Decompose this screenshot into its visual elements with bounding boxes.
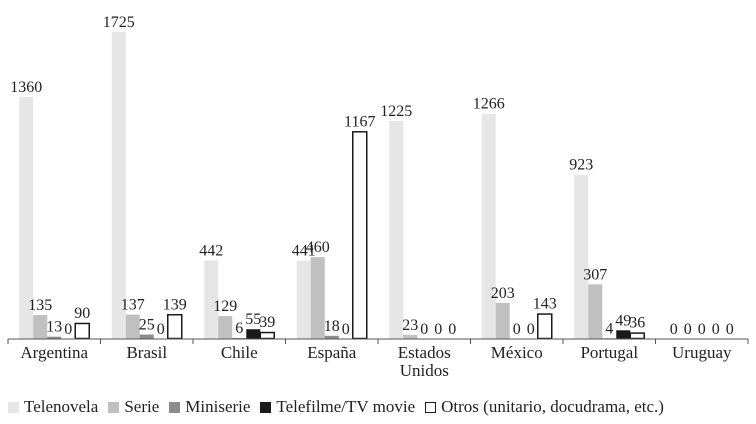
legend-label-telenovela: Telenovela (24, 397, 99, 416)
data-label: 1167 (344, 113, 375, 130)
data-label: 0 (684, 321, 692, 338)
data-label: 203 (491, 285, 515, 302)
data-label: 0 (420, 321, 428, 338)
legend-swatch-telenovela (8, 401, 19, 413)
bar (481, 113, 496, 339)
data-label: 18 (324, 318, 340, 335)
legend-label-telefilme: Telefilme/TV movie (276, 397, 416, 416)
data-label: 49 (615, 312, 631, 329)
data-label: 0 (670, 321, 678, 338)
bar (139, 334, 154, 339)
data-label: 0 (157, 321, 165, 338)
bar (125, 314, 140, 339)
data-label: 1225 (380, 103, 412, 120)
category-label: México (491, 343, 543, 362)
data-label: 0 (726, 321, 734, 338)
data-label: 1266 (473, 96, 505, 113)
data-label: 25 (139, 317, 155, 334)
bar (47, 336, 62, 339)
category-label: Uruguay (672, 343, 732, 362)
data-label: 0 (527, 321, 535, 338)
bar (74, 322, 90, 340)
legend: Telenovela Serie Miniserie Telefilme/TV … (8, 397, 674, 417)
x-axis-ticks (7, 339, 749, 344)
bar (310, 257, 325, 339)
data-label: 90 (74, 305, 90, 322)
bar (574, 174, 589, 339)
data-label: 23 (402, 317, 418, 334)
bar (629, 332, 645, 340)
bars-layer (19, 32, 645, 340)
bar (232, 337, 247, 339)
legend-swatch-telefilme (260, 401, 272, 413)
data-label: 0 (712, 321, 720, 338)
legend-item-telenovela: Telenovela (8, 397, 98, 417)
data-label: 4 (605, 320, 613, 337)
bar (296, 260, 311, 339)
bar (403, 334, 418, 339)
category-label: Argentina (20, 343, 88, 362)
legend-item-otros: Otros (unitario, docudrama, etc.) (425, 397, 664, 417)
data-label: 0 (64, 321, 72, 338)
legend-swatch-otros (425, 401, 437, 413)
bar (246, 329, 261, 339)
legend-item-serie: Serie (108, 397, 159, 417)
data-label: 135 (28, 297, 52, 314)
bar (588, 284, 603, 339)
data-label: 137 (121, 297, 145, 314)
data-label: 0 (342, 321, 350, 338)
bar (389, 120, 404, 340)
data-label: 55 (245, 311, 261, 328)
legend-swatch-miniserie (169, 401, 181, 413)
data-label: 923 (569, 157, 593, 174)
bar (495, 302, 510, 339)
data-label: 442 (199, 242, 223, 259)
bar (19, 96, 34, 340)
bar (324, 335, 339, 339)
data-label: 0 (513, 321, 521, 338)
data-label: 441 (292, 243, 316, 260)
data-label: 0 (434, 321, 442, 338)
data-label: 143 (533, 296, 557, 313)
data-label: 13 (46, 319, 62, 336)
category-labels: Argentina Brasil Chile España Estados Unidos M… (20, 343, 732, 380)
data-label: 0 (448, 321, 456, 338)
bar (352, 131, 368, 340)
data-label: 1360 (10, 79, 42, 96)
category-label: Chile (221, 343, 258, 362)
category-label: Estados Unidos (398, 343, 451, 380)
data-label: 39 (259, 314, 275, 331)
bar (537, 313, 553, 340)
category-label: España (307, 343, 357, 362)
bar (167, 314, 183, 340)
data-label: 6 (235, 320, 243, 337)
data-label: 0 (698, 321, 706, 338)
legend-label-otros: Otros (unitario, docudrama, etc.) (441, 397, 664, 416)
data-label: 1725 (103, 14, 135, 31)
bar (33, 314, 48, 339)
legend-item-miniserie: Miniserie (169, 397, 250, 417)
category-label: Brasil (126, 343, 167, 362)
data-label: 460 (306, 239, 330, 256)
bar (616, 330, 631, 339)
data-label: 129 (213, 298, 237, 315)
legend-label-serie: Serie (124, 397, 160, 416)
bar (111, 32, 126, 339)
bar (218, 316, 233, 339)
category-label: Portugal (580, 343, 638, 362)
data-label: 139 (163, 296, 187, 313)
bar (204, 260, 219, 339)
legend-item-telefilme: Telefilme/TV movie (260, 397, 415, 417)
data-label: 307 (583, 266, 607, 283)
legend-swatch-serie (108, 401, 120, 413)
bar (259, 331, 275, 340)
data-label: 36 (629, 315, 645, 332)
legend-label-miniserie: Miniserie (185, 397, 251, 416)
